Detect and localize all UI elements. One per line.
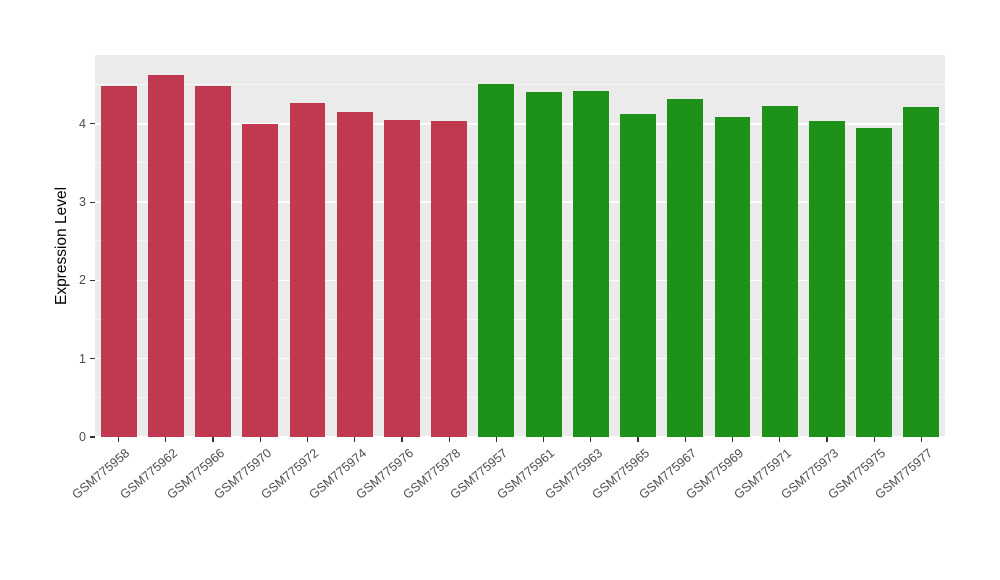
y-tick-mark	[90, 436, 95, 438]
major-gridline	[95, 201, 945, 203]
x-tick-mark	[448, 437, 450, 442]
minor-gridline	[95, 162, 945, 164]
x-tick-mark	[165, 437, 167, 442]
bar	[384, 119, 420, 437]
x-tick-mark	[590, 437, 592, 442]
y-tick-label: 0	[79, 429, 86, 444]
y-tick-mark	[90, 201, 95, 203]
bar	[809, 120, 845, 437]
major-gridline	[95, 436, 945, 437]
x-tick-mark	[684, 437, 686, 442]
x-tick-mark	[920, 437, 922, 442]
minor-gridline	[95, 83, 945, 85]
x-tick-mark	[306, 437, 309, 442]
x-tick-mark	[354, 437, 356, 442]
y-tick-mark	[90, 279, 95, 282]
bar	[431, 120, 468, 437]
bar	[572, 91, 609, 437]
y-tick-label: 4	[79, 116, 86, 131]
bar	[667, 98, 704, 437]
y-tick-mark	[90, 358, 95, 360]
bar	[289, 102, 326, 437]
bar	[195, 85, 231, 437]
bar	[242, 123, 279, 437]
x-tick-mark	[826, 437, 828, 442]
y-tick-label: 1	[79, 351, 86, 366]
minor-gridline	[95, 318, 945, 320]
x-tick-mark	[212, 437, 214, 442]
major-gridline	[95, 358, 945, 360]
x-tick-mark	[401, 437, 403, 442]
bar	[761, 105, 798, 437]
bar	[525, 91, 562, 437]
plot-panel	[95, 55, 945, 437]
bar	[620, 113, 656, 437]
minor-gridline	[95, 396, 945, 398]
x-tick-mark	[259, 437, 261, 442]
x-tick-mark	[873, 437, 875, 442]
bar	[714, 116, 751, 437]
x-tick-mark	[118, 437, 120, 442]
x-tick-mark	[495, 437, 497, 442]
x-tick-mark	[543, 437, 545, 442]
minor-gridline	[95, 240, 945, 242]
x-tick-mark	[731, 437, 734, 442]
major-gridline	[95, 123, 945, 125]
y-tick-mark	[90, 123, 95, 125]
y-tick-label: 3	[79, 194, 86, 209]
x-tick-mark	[637, 437, 639, 442]
bar	[147, 74, 184, 437]
bar	[478, 83, 515, 437]
bar	[100, 85, 137, 437]
major-gridline	[95, 279, 945, 282]
bar	[856, 127, 893, 437]
x-tick-mark	[779, 437, 781, 442]
bar	[336, 112, 373, 437]
bar	[903, 107, 940, 437]
y-tick-label: 2	[79, 273, 86, 288]
